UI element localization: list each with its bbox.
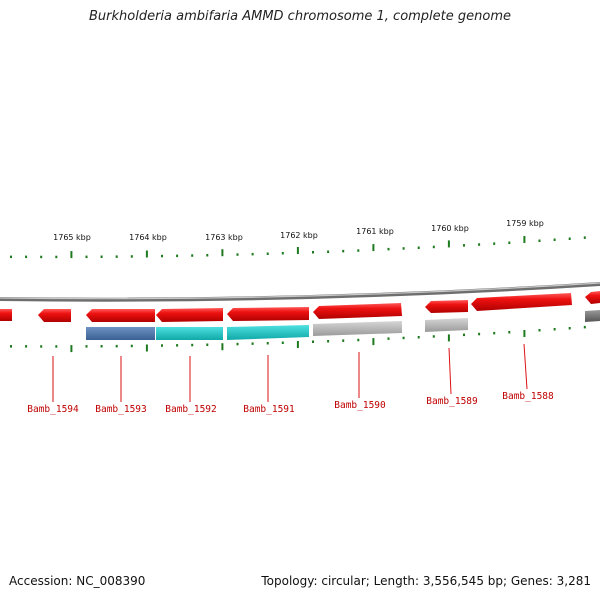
scale-label-1762: 1762 kbp <box>280 231 318 240</box>
accession-text: Accession: NC_008390 <box>9 574 146 588</box>
feature-block-bamb-1591 <box>227 325 309 340</box>
feature-block-bamb-1593 <box>86 327 155 340</box>
lower-tick-row <box>10 325 586 353</box>
gene-label-bamb-1589[interactable]: Bamb_1589 <box>426 396 478 407</box>
gene-arrow-bamb-1594[interactable] <box>38 309 71 322</box>
gene-label-bamb-1588[interactable]: Bamb_1588 <box>502 391 554 402</box>
topology-summary: Topology: circular; Length: 3,556,545 bp… <box>261 574 591 588</box>
gene-arrow-bamb-1592[interactable] <box>156 308 223 322</box>
gene-label-bamb-1593[interactable]: Bamb_1593 <box>95 404 146 415</box>
gene-arrow-bamb-1591[interactable] <box>227 307 309 321</box>
gene-label-bamb-1594[interactable]: Bamb_1594 <box>27 404 79 415</box>
feature-block-bamb-1592 <box>156 327 223 340</box>
leader-bamb-1588 <box>523 343 528 390</box>
gene-arrow-bamb-1588[interactable] <box>471 293 572 311</box>
upper-tick-row <box>10 236 586 259</box>
scale-label-1764: 1764 kbp <box>129 233 167 242</box>
gene-arrow-bamb-1587[interactable] <box>585 291 600 304</box>
gene-arrow-bamb-1589[interactable] <box>425 300 468 313</box>
gene-arrow-bamb-1593[interactable] <box>86 309 155 322</box>
gene-label-bamb-1591[interactable]: Bamb_1591 <box>243 404 295 415</box>
gene-label-bamb-1592[interactable]: Bamb_1592 <box>165 404 216 415</box>
scale-label-1763: 1763 kbp <box>205 233 243 242</box>
leader-bamb-1589 <box>448 347 452 395</box>
feature-block-bamb-1589 <box>425 318 468 332</box>
feature-block-bamb-1590 <box>313 321 402 336</box>
gene-arrow-bamb-1595[interactable] <box>0 309 12 321</box>
map-title: Burkholderia ambifaria AMMD chromosome 1… <box>88 9 512 24</box>
gene-arrow-bamb-1590[interactable] <box>313 303 402 319</box>
chromosome-backbone-highlight <box>0 282 600 300</box>
scale-label-1759: 1759 kbp <box>506 219 544 228</box>
scale-label-1760: 1760 kbp <box>431 224 469 233</box>
scale-label-1765: 1765 kbp <box>53 233 91 242</box>
scale-label-1761: 1761 kbp <box>356 227 394 236</box>
chromosome-backbone <box>0 282 600 302</box>
feature-block-bamb-1587 <box>585 310 600 322</box>
gene-label-bamb-1590[interactable]: Bamb_1590 <box>334 400 386 411</box>
